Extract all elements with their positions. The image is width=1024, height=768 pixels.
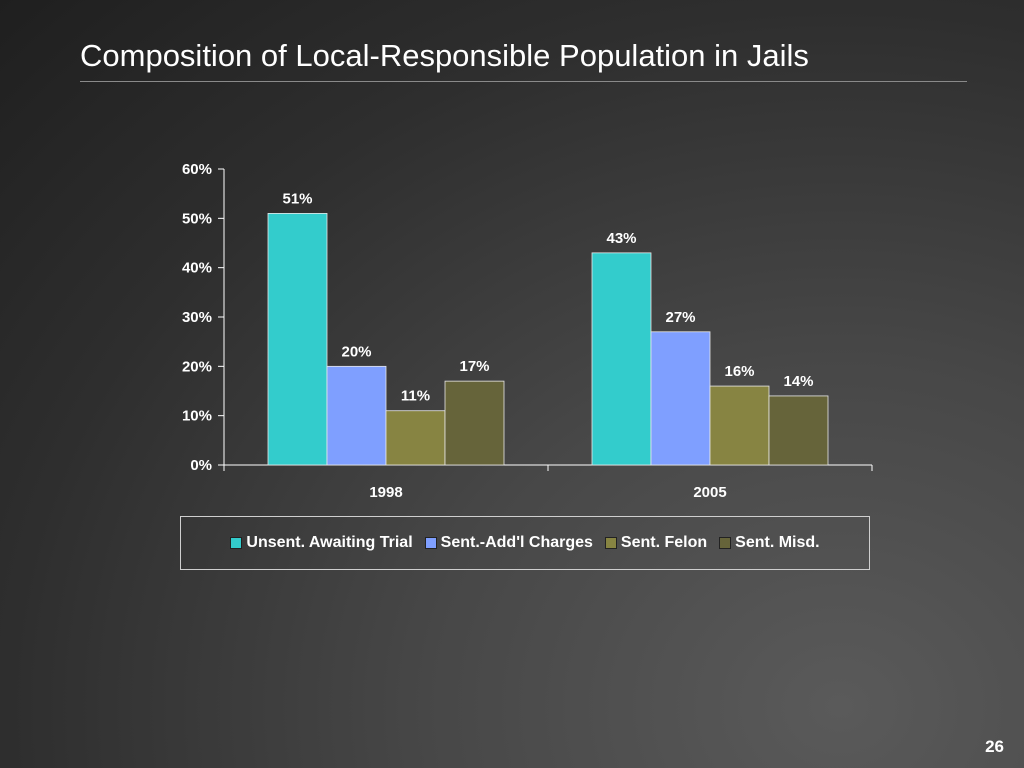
y-tick-label: 40%: [182, 260, 212, 277]
data-label: 17%: [459, 358, 489, 375]
data-label: 27%: [665, 309, 695, 326]
bar: [709, 385, 770, 466]
legend-swatch: [719, 537, 732, 549]
bar: [650, 331, 711, 466]
x-tick-label: 1998: [369, 484, 402, 501]
y-tick-label: 50%: [182, 210, 212, 227]
legend-swatch: [230, 537, 243, 549]
legend-label: Sent.-Add'l Charges: [440, 534, 593, 551]
data-label: 51%: [282, 190, 312, 207]
legend-label: Sent. Felon: [620, 534, 708, 551]
chart-legend: Unsent. Awaiting Trial Sent.-Add'l Charg…: [180, 516, 870, 570]
x-tick-label: 2005: [693, 484, 726, 501]
y-tick-label: 30%: [182, 309, 212, 326]
legend-item-misd: Sent. Misd.: [719, 534, 820, 552]
legend-swatch: [424, 537, 437, 549]
y-tick-label: 20%: [182, 358, 212, 375]
bar: [591, 252, 652, 466]
legend-item-felon: Sent. Felon: [604, 534, 708, 552]
bar: [267, 212, 328, 466]
legend-swatch: [604, 537, 617, 549]
bar: [768, 395, 829, 466]
legend-item-addl-charges: Sent.-Add'l Charges: [424, 534, 593, 552]
bar: [444, 380, 505, 466]
y-tick-label: 0%: [190, 457, 212, 474]
slide-title: Composition of Local-Responsible Populat…: [80, 38, 809, 73]
bar: [326, 365, 387, 466]
page-number: 26: [985, 737, 1004, 756]
data-label: 43%: [606, 230, 636, 247]
bar: [385, 410, 446, 466]
y-tick-label: 10%: [182, 408, 212, 425]
legend-label: Sent. Misd.: [735, 534, 820, 551]
data-label: 14%: [783, 373, 813, 390]
data-label: 20%: [341, 343, 371, 360]
y-tick-label: 60%: [182, 161, 212, 178]
data-label: 16%: [724, 363, 754, 380]
title-divider: [80, 81, 967, 82]
legend-item-awaiting-trial: Unsent. Awaiting Trial: [230, 534, 413, 552]
legend-label: Unsent. Awaiting Trial: [246, 534, 413, 551]
data-label: 11%: [401, 388, 430, 405]
